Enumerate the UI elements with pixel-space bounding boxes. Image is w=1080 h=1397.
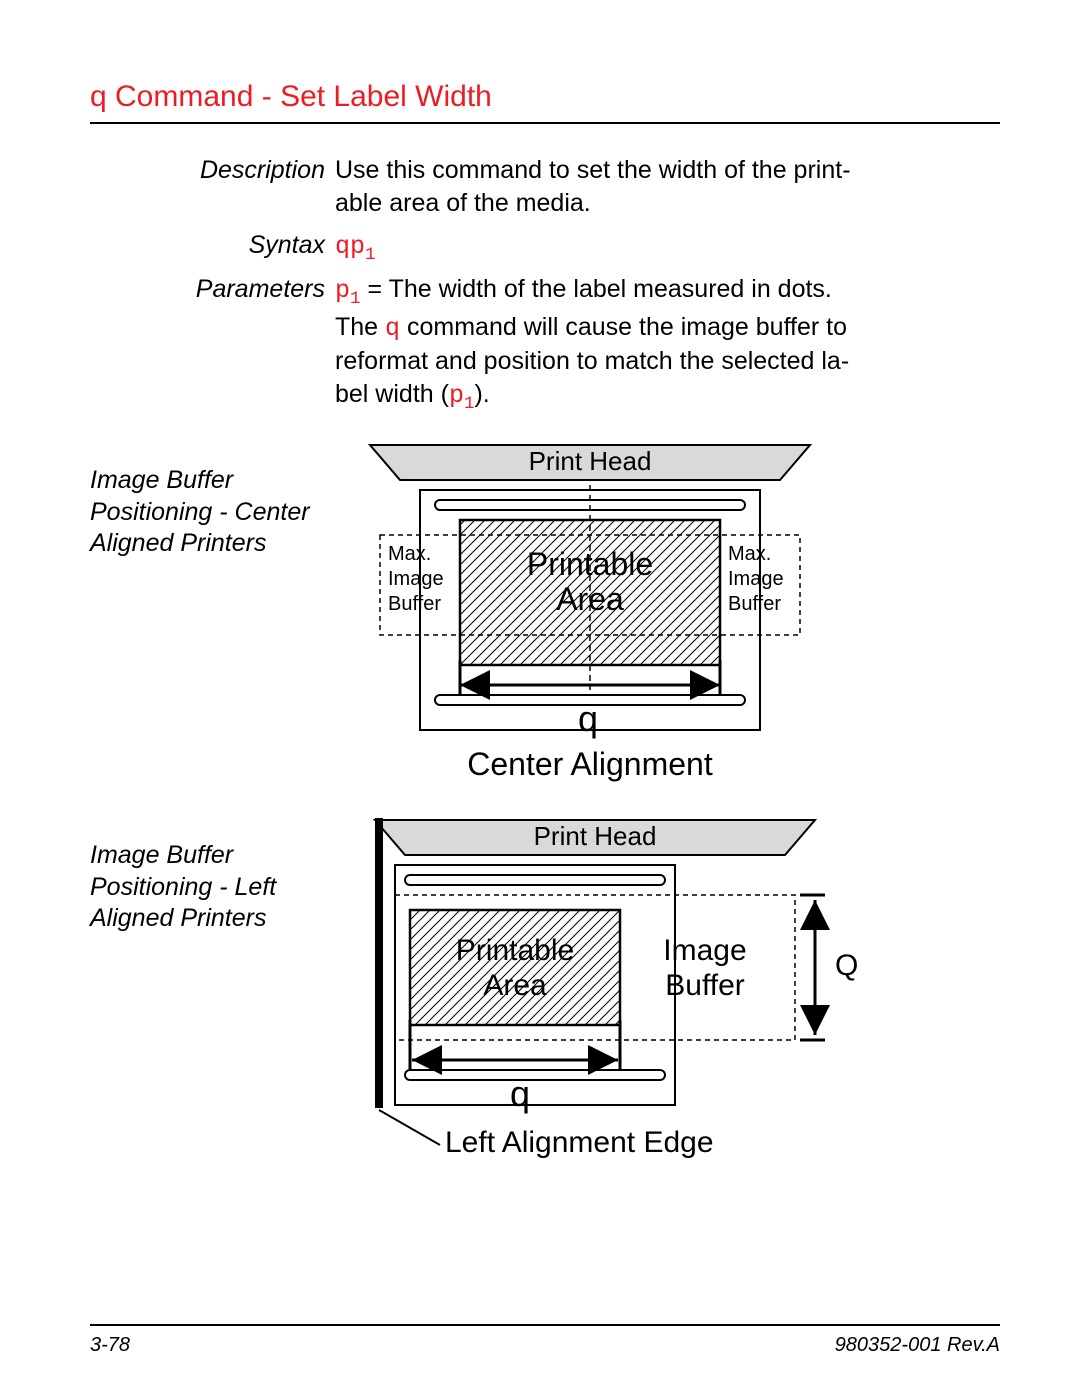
image-buffer-1: Image <box>663 934 746 967</box>
description-line1: Use this command to set the width of the… <box>335 156 851 184</box>
max-right-1: Max. <box>728 543 771 565</box>
Q-label: Q <box>835 949 858 982</box>
max-left-1: Max. <box>388 543 431 565</box>
printable2-1: Printable <box>456 934 574 967</box>
print-head-text: Print Head <box>529 446 652 476</box>
q-label: q <box>578 698 598 739</box>
max-right-3: Buffer <box>728 593 781 615</box>
diagram-center-label: Image Buffer Positioning - Center Aligne… <box>90 435 350 805</box>
diagram-center-area: Print Head Max. Image Buffer Max. Image … <box>350 435 1000 805</box>
param-l4a: bel width ( <box>335 380 449 408</box>
page-title: q Command - Set Label Width <box>90 80 1000 114</box>
syntax-sub: 1 <box>365 245 376 265</box>
diagram-left-label: Image Buffer Positioning - Left Aligned … <box>90 810 350 1180</box>
page-footer: 3-78 980352-001 Rev.A <box>90 1324 1000 1357</box>
param-l4b: ). <box>474 380 489 408</box>
syntax-content: qp1 <box>335 229 1000 267</box>
diagram-left-section: Image Buffer Positioning - Left Aligned … <box>90 810 1000 1180</box>
description-text: Use this command to set the width of the… <box>335 154 1000 219</box>
center-caption: Center Alignment <box>467 746 713 782</box>
param-l2b: command will cause the image buffer to <box>400 313 847 341</box>
page-number: 3-78 <box>90 1334 130 1357</box>
center-alignment-svg: Print Head Max. Image Buffer Max. Image … <box>350 435 830 805</box>
description-label: Description <box>90 154 335 219</box>
parameters-content: p1 = The width of the label measured in … <box>335 273 1000 416</box>
document-page: q Command - Set Label Width Description … <box>0 0 1080 1397</box>
q-label-2: q <box>510 1073 530 1114</box>
description-line2: able area of the media. <box>335 189 591 217</box>
max-left-3: Buffer <box>388 593 441 615</box>
left-caption: Left Alignment Edge <box>445 1126 714 1159</box>
diagram-left-area: Print Head Printable Area Image Buffer <box>350 810 1000 1180</box>
printable-1: Printable <box>527 546 653 582</box>
param-l4sub: 1 <box>464 394 475 414</box>
param-p: p <box>335 276 350 305</box>
printable-2: Area <box>556 581 624 617</box>
param-l4p: p <box>449 381 464 410</box>
param-l2cmd: q <box>385 314 400 343</box>
param-l3: reformat and position to match the selec… <box>335 347 849 375</box>
title-rule <box>90 122 1000 124</box>
printable2-2: Area <box>483 969 547 1002</box>
syntax-cmd: qp <box>335 232 365 261</box>
syntax-label: Syntax <box>90 229 335 267</box>
param-l2a: The <box>335 313 385 341</box>
image-buffer-2: Buffer <box>665 969 745 1002</box>
param-eq: = The width of the label measured in dot… <box>361 275 832 303</box>
max-left-2: Image <box>388 568 444 590</box>
diagram-center-section: Image Buffer Positioning - Center Aligne… <box>90 435 1000 805</box>
print-head-text-2: Print Head <box>534 821 657 851</box>
parameters-label: Parameters <box>90 273 335 416</box>
max-right-2: Image <box>728 568 784 590</box>
description-row: Description Use this command to set the … <box>90 154 1000 219</box>
syntax-row: Syntax qp1 <box>90 229 1000 267</box>
doc-rev: 980352-001 Rev.A <box>835 1334 1000 1357</box>
left-alignment-svg: Print Head Printable Area Image Buffer <box>350 810 870 1180</box>
parameters-row: Parameters p1 = The width of the label m… <box>90 273 1000 416</box>
param-p-sub: 1 <box>350 289 361 309</box>
